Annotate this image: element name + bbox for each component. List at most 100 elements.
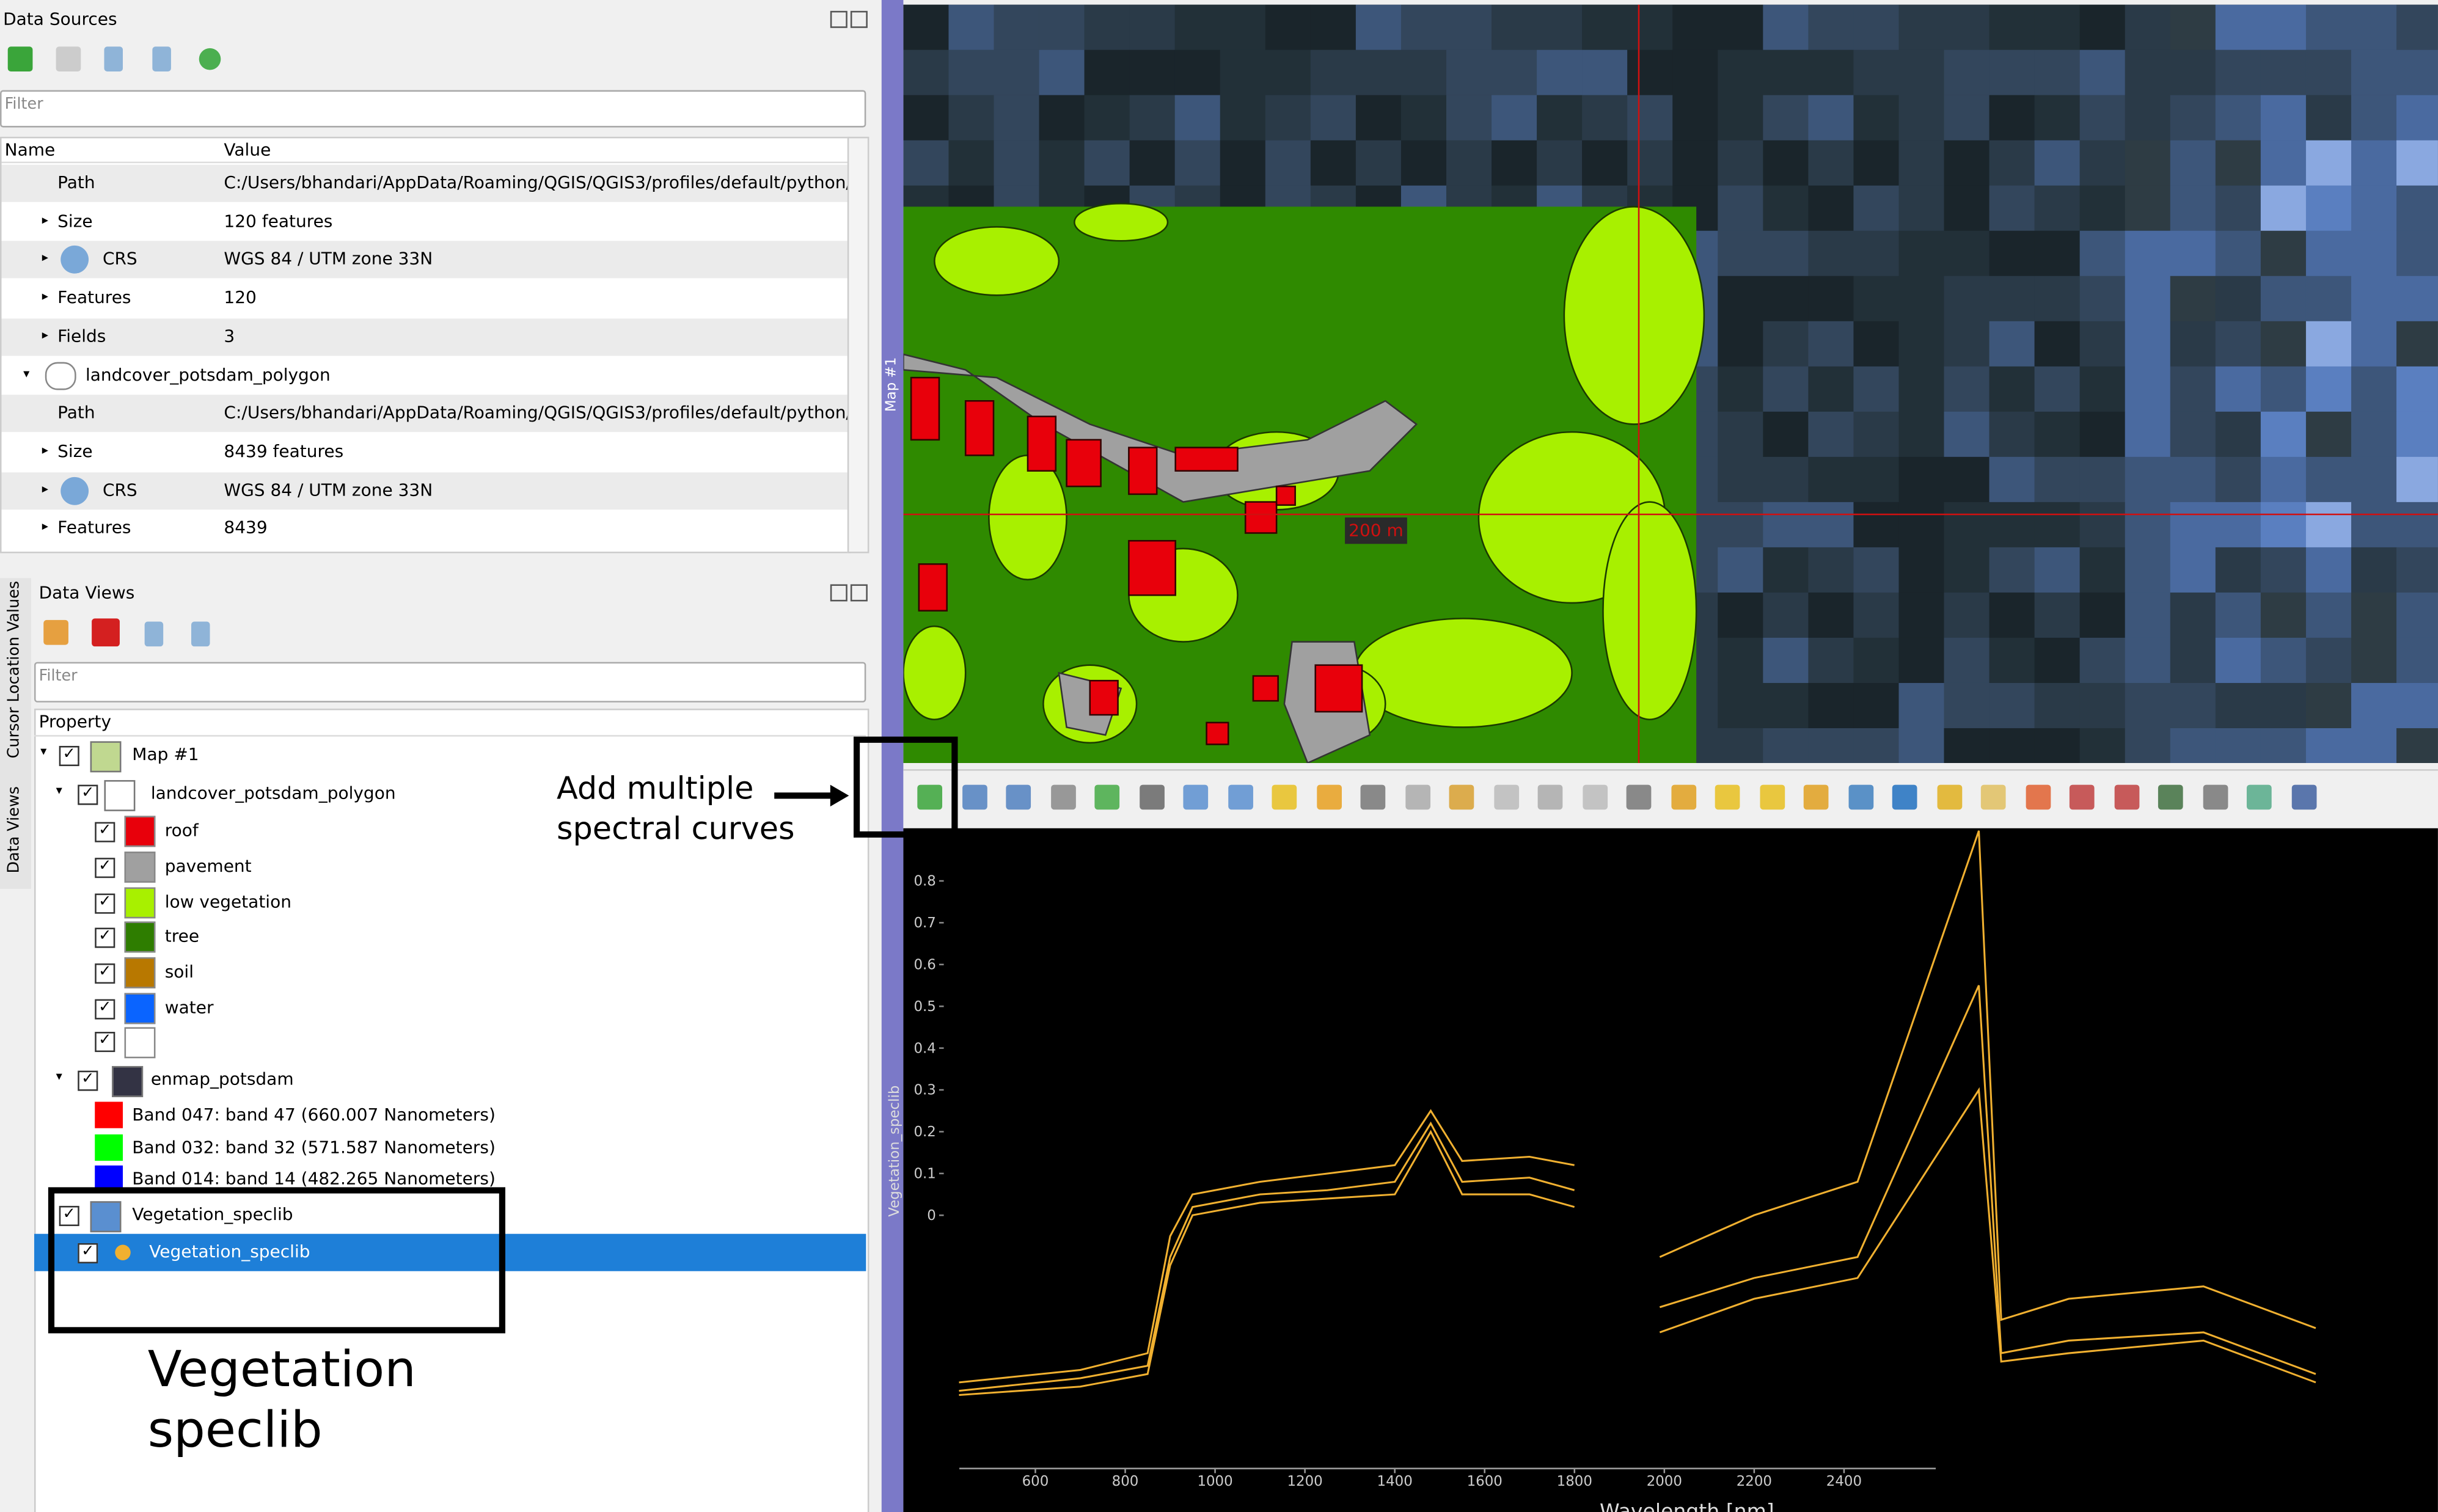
table-row[interactable]: ▸ CRS WGS 84 / UTM zone 33N [1, 241, 849, 279]
expander[interactable]: ▸ [42, 289, 48, 304]
scrollbar[interactable] [847, 136, 869, 553]
remove-button[interactable] [92, 618, 120, 647]
tree-label[interactable]: Map #1 [132, 744, 199, 765]
tool-button[interactable] [1848, 784, 1873, 810]
expand-button[interactable] [191, 621, 210, 647]
tool-button[interactable] [1715, 784, 1740, 810]
float-button[interactable] [830, 10, 847, 28]
expand-button[interactable] [152, 46, 171, 72]
side-tab[interactable]: Data Views [6, 786, 24, 874]
checkbox[interactable]: ✓ [95, 1032, 115, 1053]
selection[interactable] [34, 1233, 866, 1271]
refresh-button[interactable] [199, 48, 221, 70]
tree-label[interactable]: Vegetation_speclib [149, 1241, 310, 1262]
tool-button[interactable] [1183, 784, 1209, 810]
tool-button[interactable] [1892, 784, 1917, 810]
tool-button[interactable] [1006, 784, 1031, 810]
filter-input[interactable]: Filter [34, 662, 866, 703]
tree-label[interactable]: roof [164, 820, 199, 841]
brush-button[interactable] [43, 619, 68, 645]
side-tab[interactable]: Cursor Location Values [6, 580, 24, 759]
float-button[interactable] [830, 584, 847, 602]
tree-label[interactable]: soil [164, 962, 194, 982]
close-button[interactable] [850, 584, 868, 602]
table-row[interactable]: ▸ Size 120 features [1, 203, 849, 241]
checkbox[interactable]: ✓ [95, 858, 115, 878]
table-row[interactable]: Path C:/Users/bhandari/AppData/Roaming/QG… [1, 395, 868, 433]
expander[interactable]: ▸ [42, 250, 48, 265]
close-button[interactable] [850, 10, 868, 28]
tool-button[interactable] [1316, 784, 1341, 810]
checkbox[interactable]: ✓ [59, 1205, 79, 1226]
table-row[interactable]: ▸ Features 120 [1, 280, 849, 318]
tool-button[interactable] [917, 784, 943, 810]
tree-label[interactable]: tree [164, 926, 200, 947]
expander[interactable]: ▸ [42, 327, 48, 342]
expander[interactable]: ▸ [42, 519, 48, 534]
expander[interactable]: ▸ [42, 442, 48, 457]
tree-label[interactable]: pavement [164, 856, 252, 877]
raster-cell [1763, 682, 1809, 729]
tool-button[interactable] [1094, 784, 1120, 810]
tool-button[interactable] [1405, 784, 1430, 810]
table-row[interactable]: ▸ CRS WGS 84 / UTM zone 33N [1, 472, 849, 509]
tool-button[interactable] [1759, 784, 1784, 810]
tool-button[interactable] [2291, 784, 2316, 810]
checkbox[interactable]: ✓ [78, 1243, 98, 1264]
table-row[interactable]: Path C:/Users/bhandari/AppData/Roaming/QG… [1, 164, 868, 202]
tool-button[interactable] [1980, 784, 2006, 810]
tool-button[interactable] [1227, 784, 1253, 810]
table-row[interactable]: ▸ Features 8439 [1, 510, 849, 548]
tool-button[interactable] [2069, 784, 2095, 810]
table-row[interactable]: ▸ Fields 3 [1, 318, 849, 356]
tool-button[interactable] [1050, 784, 1075, 810]
filter-input[interactable]: Filter [0, 90, 866, 128]
tool-button[interactable] [1626, 784, 1652, 810]
add-button[interactable] [7, 46, 33, 72]
tool-button[interactable] [1449, 784, 1474, 810]
tool-button[interactable] [1803, 784, 1829, 810]
expander[interactable]: ▸ [42, 481, 48, 495]
tool-button[interactable] [2158, 784, 2183, 810]
tree-label[interactable]: landcover_potsdam_polygon [150, 783, 396, 804]
expander[interactable]: ▾ [56, 1069, 62, 1083]
tool-button[interactable] [2246, 784, 2272, 810]
tool-button[interactable] [1272, 784, 1297, 810]
tool-button[interactable] [961, 784, 987, 810]
checkbox[interactable]: ✓ [95, 963, 115, 984]
tool-button[interactable] [2025, 784, 2051, 810]
checkbox[interactable]: ✓ [78, 784, 98, 805]
tool-button[interactable] [2114, 784, 2139, 810]
checkbox[interactable]: ✓ [78, 1070, 98, 1091]
tree-label[interactable]: water [164, 998, 214, 1018]
expander[interactable]: ▸ [42, 212, 48, 227]
table-row[interactable]: ▾ landcover_potsdam_polygon [1, 356, 849, 394]
tool-button[interactable] [1493, 784, 1518, 810]
tool-button[interactable] [1138, 784, 1164, 810]
checkbox[interactable]: ✓ [95, 999, 115, 1020]
tree-label[interactable]: Band 047: band 47 (660.007 Nanometers) [132, 1105, 496, 1125]
checkbox[interactable]: ✓ [59, 745, 79, 767]
table-row[interactable]: ▸ Size 8439 features [1, 433, 849, 471]
map-canvas[interactable]: 200 m [903, 4, 2438, 763]
tree-label[interactable]: low vegetation [164, 892, 291, 913]
checkbox[interactable]: ✓ [95, 893, 115, 914]
tree-label[interactable]: Band 014: band 14 (482.265 Nanometers) [132, 1168, 496, 1189]
collapse-button[interactable] [104, 46, 123, 72]
tool-button[interactable] [1537, 784, 1563, 810]
checkbox[interactable]: ✓ [95, 822, 115, 842]
tool-button[interactable] [2202, 784, 2228, 810]
tool-button[interactable] [1936, 784, 1962, 810]
tree-label[interactable]: Band 032: band 32 (571.587 Nanometers) [132, 1137, 496, 1158]
expander[interactable]: ▾ [40, 744, 47, 759]
tree-label[interactable]: enmap_potsdam [150, 1069, 294, 1090]
tool-button[interactable] [1671, 784, 1696, 810]
collapse-button[interactable] [144, 621, 164, 647]
tool-button[interactable] [1582, 784, 1607, 810]
remove-button[interactable] [56, 46, 81, 72]
expander[interactable]: ▾ [56, 783, 62, 797]
tool-button[interactable] [1360, 784, 1386, 810]
expander[interactable]: ▾ [23, 366, 30, 380]
tree-label[interactable]: Vegetation_speclib [132, 1204, 293, 1225]
checkbox[interactable]: ✓ [95, 927, 115, 948]
